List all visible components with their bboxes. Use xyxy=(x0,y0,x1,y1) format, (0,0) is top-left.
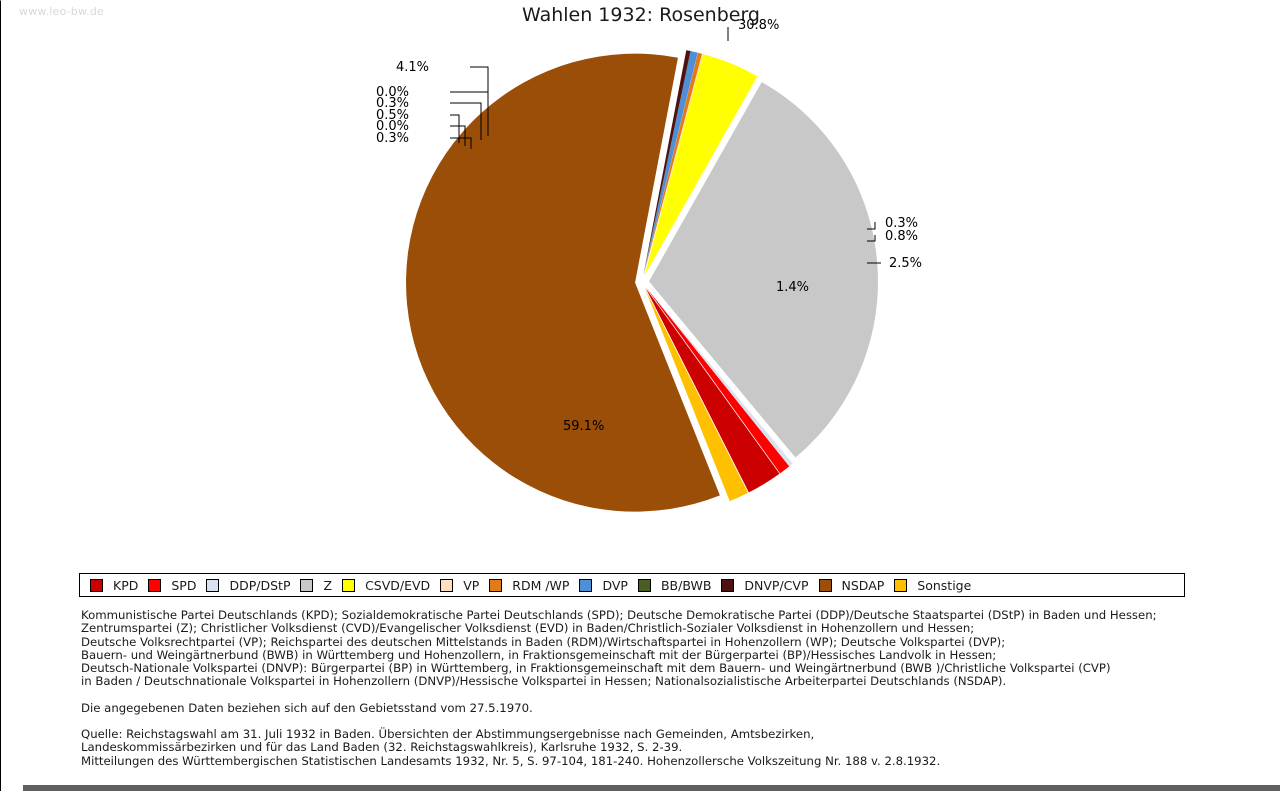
leader-line xyxy=(450,137,472,149)
footnote-line: Mitteilungen des Württembergischen Stati… xyxy=(81,753,941,768)
pie-slice-spd[interactable] xyxy=(646,287,790,474)
pie-label-dvp: 0.5% xyxy=(375,108,409,123)
pie-label-rdm-wp: 0.3% xyxy=(375,96,409,111)
pie-slice-group xyxy=(406,50,878,512)
pie-label-kpd: 2.5% xyxy=(889,256,923,271)
legend-swatch-dnvp-cvp xyxy=(721,578,735,592)
pie-slice-z[interactable] xyxy=(648,82,878,458)
footnote-line: Die angegebenen Daten beziehen sich auf … xyxy=(81,700,533,715)
leader-line xyxy=(450,114,460,143)
footnote-spacer xyxy=(81,689,1261,702)
leader-line xyxy=(470,66,489,124)
footnote-parties: Kommunistische Partei Deutschlands (KPD)… xyxy=(81,608,1261,689)
leader-line xyxy=(450,102,482,140)
pie-slice-sonstige[interactable] xyxy=(644,288,749,502)
pie-label-z: 30.8% xyxy=(738,18,780,33)
legend-swatch-z xyxy=(300,578,314,592)
pie-label-bb-bwb: 0.0% xyxy=(375,119,409,134)
legend-swatch-csvd-evd xyxy=(342,578,356,592)
pie-label-nsdap: 59.1% xyxy=(563,419,605,434)
legend-label: KPD xyxy=(113,577,139,593)
pie-slice-kpd[interactable] xyxy=(645,287,780,493)
legend-swatch-kpd xyxy=(90,578,103,592)
legend-swatch-vp xyxy=(440,578,454,592)
pie-label-dnvp-cvp: 0.3% xyxy=(375,131,409,146)
legend-swatch-ddp-dstp xyxy=(206,578,220,592)
legend-label: DVP xyxy=(602,577,628,593)
legend-swatch-rdm-wp xyxy=(489,578,503,592)
site-watermark: www.leo-bw.de xyxy=(19,5,105,18)
legend-label: SPD xyxy=(171,577,197,593)
footnote-line: Kommunistische Partei Deutschlands (KPD)… xyxy=(81,608,1157,622)
pie-slice-ddp-dstp[interactable] xyxy=(646,287,793,467)
leader-line xyxy=(867,222,876,230)
legend-label: BB/BWB xyxy=(660,577,712,593)
pie-slice-nsdap[interactable] xyxy=(406,53,720,512)
footnote-line: Landeskommissärbezirken und für das Land… xyxy=(81,740,683,755)
legend-label: VP xyxy=(463,577,480,593)
page-bottom-shadow xyxy=(23,785,1280,791)
legend-swatch-sonstige xyxy=(894,578,908,592)
legend-item[interactable]: VP xyxy=(430,574,479,596)
legend-item[interactable]: DVP xyxy=(569,574,628,596)
pie-chart-svg xyxy=(406,27,881,512)
pie-slice-csvd-evd[interactable] xyxy=(644,54,758,276)
footnotes: Kommunistische Partei Deutschlands (KPD)… xyxy=(81,608,1261,768)
footnote-line: in Baden / Deutschnationale Volkspartei … xyxy=(81,674,1007,689)
legend-label: NSDAP xyxy=(841,577,885,593)
legend-label: DNVP/CVP xyxy=(744,577,809,593)
legend-item[interactable]: NSDAP xyxy=(809,574,885,596)
footnote-line: Quelle: Reichstagswahl am 31. Juli 1932 … xyxy=(81,727,815,742)
legend-item[interactable]: Z xyxy=(290,574,332,596)
legend-label: Z xyxy=(323,577,333,593)
footnote-line: Deutsche Volksrechtpartei (VP); Reichspa… xyxy=(81,634,1006,649)
pie-chart: 30.8% 0.3% 0.8% 2.5% 1.4% 59.1% 0.3% 0.0% 0.5% 0.… xyxy=(1,1,1280,561)
pie-label-ddp-dstp: 0.3% xyxy=(885,216,919,231)
leader-line xyxy=(450,125,466,146)
legend-swatch-bb-bwb xyxy=(637,578,651,592)
pie-label-spd: 0.8% xyxy=(885,229,919,244)
pie-label-csvd-evd: 4.1% xyxy=(395,60,429,75)
footnote-note: Die angegebenen Daten beziehen sich auf … xyxy=(81,700,1261,715)
footnote-line: Bauern- und Weingärtnerbund (BWB) in Wür… xyxy=(81,647,997,662)
leader-line xyxy=(867,235,876,242)
legend-label: Sonstige xyxy=(917,577,972,593)
footnote-line: Zentrumspartei (Z); Christlicher Volksdi… xyxy=(81,621,975,636)
legend-label: DDP/DStP xyxy=(229,577,291,593)
legend-item[interactable]: BB/BWB xyxy=(628,574,711,596)
legend-label: RDM /WP xyxy=(512,577,570,593)
pie-label-sonstige: 1.4% xyxy=(776,280,810,295)
legend-item[interactable]: DDP/DStP xyxy=(196,574,290,596)
footnote-line: Deutsch-Nationale Volkspartei (DNVP): Bü… xyxy=(81,661,1111,676)
legend-swatch-dvp xyxy=(579,578,593,592)
pie-leader-lines xyxy=(450,27,881,264)
pie-slice-dnvp-cvp[interactable] xyxy=(643,50,691,276)
legend-swatch-nsdap xyxy=(818,578,832,592)
footnote-source: Quelle: Reichstagswahl am 31. Juli 1932 … xyxy=(81,727,1261,768)
pie-label-vp: 0.0% xyxy=(375,85,409,100)
legend-item[interactable]: KPD xyxy=(80,574,138,596)
pie-slice-dvp[interactable] xyxy=(643,51,698,276)
legend-item[interactable]: SPD xyxy=(138,574,196,596)
pie-slice-rdm-wp[interactable] xyxy=(643,52,703,276)
legend-swatch-spd xyxy=(148,578,162,592)
legend-label: CSVD/EVD xyxy=(365,577,431,593)
legend-item[interactable]: CSVD/EVD xyxy=(332,574,430,596)
legend-item[interactable]: RDM /WP xyxy=(479,574,569,596)
legend-item[interactable]: Sonstige xyxy=(884,574,971,596)
chart-title: Wahlen 1932: Rosenberg xyxy=(522,4,760,26)
chart-legend: KPD SPD DDP/DStP Z CSVD/EVD VP RDM /WP DVP BB/BW… xyxy=(79,573,1185,597)
legend-item[interactable]: DNVP/CVP xyxy=(711,574,809,596)
page-right-edge xyxy=(1274,9,1280,791)
